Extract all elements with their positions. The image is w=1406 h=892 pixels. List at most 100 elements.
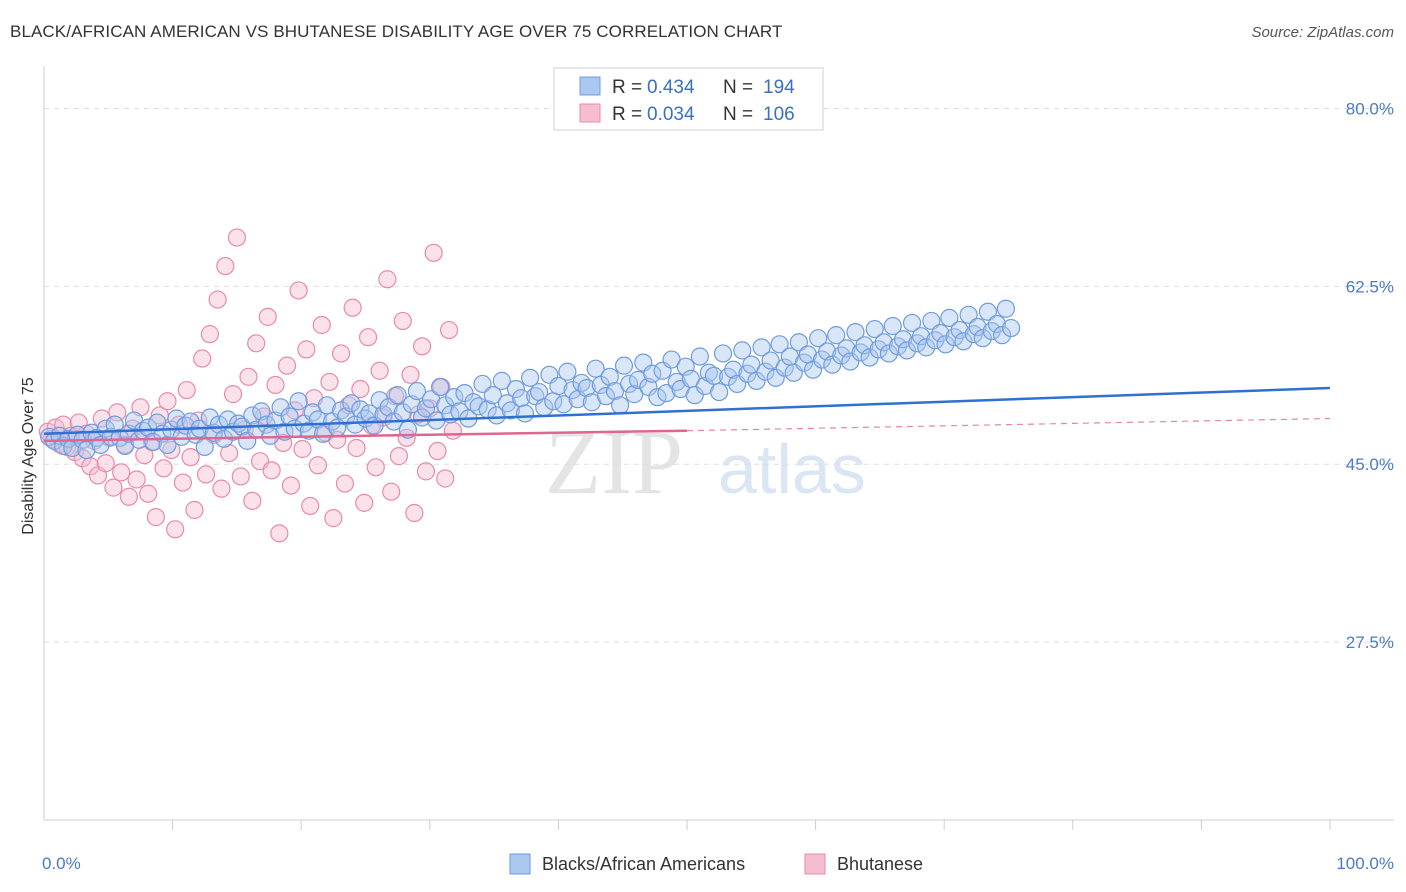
series-legend-swatch-blue [509, 853, 531, 875]
blacks-point-108 [549, 376, 568, 396]
trendline-bhutanese-extension [686, 417, 1331, 432]
blacks-point-128 [643, 364, 662, 383]
blacks-point-102 [521, 368, 540, 387]
bhutanese-point-74 [324, 509, 343, 528]
bhutanese-point-45 [212, 479, 231, 498]
blacks-point-6 [68, 425, 87, 444]
source-credit: Source: ZipAtlas.com [1251, 24, 1394, 41]
blacks-point-70 [370, 391, 389, 410]
bhutanese-point-62 [277, 356, 297, 375]
blacks-point-118 [596, 387, 616, 406]
correlation-legend: R = 0.434 N = 194 R = 0.034 N = 106 [553, 67, 824, 131]
bhutanese-point-65 [289, 281, 308, 300]
bhutanese-point-80 [347, 438, 366, 458]
blacks-point-197 [968, 317, 987, 337]
blacks-point-110 [558, 362, 577, 381]
blacks-point-137 [685, 386, 704, 405]
blacks-point-92 [473, 374, 492, 394]
blacks-point-198 [973, 329, 992, 348]
bhutanese-point-30 [154, 459, 173, 478]
bhutanese-point-23 [127, 470, 146, 489]
blacks-point-27 [167, 409, 186, 428]
blacks-point-186 [917, 338, 936, 357]
blacks-point-187 [922, 311, 941, 331]
blacks-point-79 [412, 408, 432, 427]
bhutanese-point-60 [270, 524, 289, 543]
blacks-point-193 [950, 320, 969, 340]
blacks-point-86 [445, 388, 464, 407]
legend-n-value-blue: 194 [763, 77, 795, 98]
blacks-point-114 [577, 378, 596, 398]
blacks-point-140 [699, 363, 718, 382]
legend-swatch-blue [579, 76, 601, 96]
bhutanese-point-53 [243, 491, 262, 510]
bhutanese-point-15 [96, 454, 115, 473]
bhutanese-point-103 [436, 469, 455, 488]
y-tick-label-3: 27.5% [1346, 633, 1394, 652]
bhutanese-point-46 [216, 256, 235, 276]
bhutanese-point-40 [193, 349, 212, 368]
bhutanese-point-91 [389, 447, 409, 466]
blacks-point-202 [992, 326, 1012, 345]
blacks-point-25 [158, 435, 177, 455]
blacks-point-199 [978, 302, 998, 321]
x-tick-label-max: 100.0% [1336, 854, 1394, 873]
bhutanese-point-35 [173, 473, 192, 492]
trendlines [43, 386, 1331, 443]
watermark-zip: ZIP [545, 411, 683, 513]
bhutanese-point-77 [335, 474, 355, 493]
blacks-point-191 [940, 308, 959, 327]
blacks-point-64 [342, 394, 361, 413]
bhutanese-point-17 [104, 478, 123, 497]
bhutanese-point-70 [308, 456, 328, 475]
bhutanese-point-71 [312, 315, 331, 335]
blacks-point-83 [430, 377, 450, 397]
legend-n-label-blue: N = [723, 77, 758, 98]
bhutanese-point-28 [146, 508, 165, 527]
blacks-point-129 [648, 388, 667, 407]
blacks-point-195 [959, 305, 978, 324]
blacks-point-183 [902, 313, 922, 333]
y-tick-label-1: 62.5% [1346, 277, 1394, 296]
blacks-point-163 [809, 329, 828, 348]
bhutanese-point-36 [177, 380, 196, 400]
blacks-point-177 [874, 333, 893, 352]
bhutanese-point-50 [231, 467, 250, 486]
bhutanese-point-92 [393, 311, 412, 331]
blacks-point-66 [351, 400, 370, 419]
blacks-point-138 [690, 347, 709, 366]
bhutanese-point-58 [262, 461, 281, 480]
legend-n-value-pink: 106 [763, 104, 795, 125]
bhutanese-point-41 [196, 465, 216, 484]
blacks-point-145 [724, 360, 743, 379]
blacks-point-142 [710, 382, 729, 402]
legend-n-label-pink: N = [723, 104, 758, 125]
blacks-point-4 [59, 429, 78, 448]
blacks-point-152 [756, 362, 775, 381]
blacks-point-100 [512, 389, 531, 408]
blacks-point-203 [996, 299, 1016, 318]
blacks-point-181 [893, 330, 913, 349]
blacks-point-204 [1001, 318, 1021, 338]
bhutanese-point-38 [185, 500, 204, 520]
blacks-point-99 [506, 379, 526, 399]
blacks-point-155 [770, 335, 789, 354]
bhutanese-point-105 [443, 421, 463, 440]
blacks-point-78 [407, 381, 427, 401]
bhutanese-point-89 [382, 482, 401, 501]
bhutanese-point-59 [266, 375, 285, 395]
bhutanese-point-79 [343, 298, 362, 317]
bhutanese-point-104 [439, 320, 459, 340]
trendline-bhutanese [43, 429, 688, 443]
blacks-point-94 [483, 386, 502, 405]
blacks-point-147 [733, 341, 752, 360]
bhutanese-point-82 [355, 493, 374, 512]
blacks-point-59 [317, 396, 337, 415]
blacks-point-72 [379, 398, 398, 417]
blacks-point-109 [554, 395, 573, 414]
bhutanese-point-31 [158, 392, 177, 411]
blacks-point-80 [416, 399, 436, 418]
bhutanese-point-54 [247, 334, 266, 353]
legend-swatch-pink [579, 103, 601, 123]
